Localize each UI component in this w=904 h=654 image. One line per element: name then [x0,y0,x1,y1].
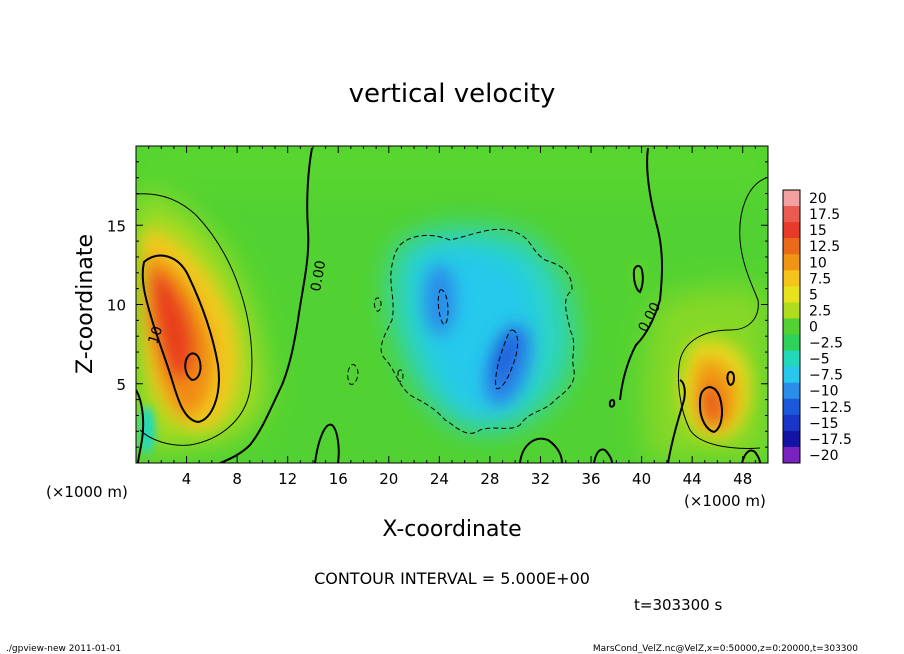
colorbar-swatch [783,302,800,319]
x-tick-label: 20 [379,470,398,488]
strong-updraft-contours [141,254,736,434]
y-tick-label: 10 [107,297,126,315]
colorbar-label: 2.5 [809,303,831,319]
colorbar-swatch [783,414,800,432]
x-unit-right: (×1000 m) [684,492,766,510]
chart-title: vertical velocity [349,79,556,109]
x-tick-label: 28 [480,470,499,488]
colorbar-swatch [783,190,800,207]
colorbar-swatch [783,382,800,400]
colorbar-label: −12.5 [809,400,852,416]
colorbar-label: −2.5 [809,336,843,352]
colorbar-swatch [783,350,800,368]
colorbar-swatch [783,254,800,271]
contour-interval: CONTOUR INTERVAL = 5.000E+00 [314,569,590,588]
colorbar-swatch [783,334,800,352]
colorbar-swatch [783,270,800,287]
x-tick-label: 32 [531,470,550,488]
zero-contours [136,147,761,463]
colorbar-label: 20 [809,191,827,207]
colorbar-label: −10 [809,384,839,400]
colorbar-label: 7.5 [809,271,831,287]
colorbar: 2017.51512.5107.552.50−2.5−5−7.5−10−12.5… [782,189,852,464]
colorbar-swatch [783,206,800,223]
time-label: t=303300 s [634,596,722,614]
y-axis-ticks: 5 10 15 [107,161,768,448]
colorbar-label: 15 [809,223,827,239]
x-axis-ticks: 4 8 12 16 20 24 28 32 36 40 44 48 [148,146,756,488]
colorbar-swatch [783,446,800,464]
downdraft-core [424,265,532,406]
colorbar-swatch [783,238,800,255]
colorbar-label: −15 [809,416,839,432]
footer-right: MarsCond_VelZ.nc@VelZ,x=0:50000,z=0:2000… [593,644,858,654]
colorbar-label: 10 [809,255,827,271]
x-tick-label: 24 [430,470,449,488]
colorbar-label: −7.5 [809,368,843,384]
x-axis-label: X-coordinate [382,517,521,542]
colorbar-swatch [783,286,800,303]
y-tick-label: 5 [116,376,126,394]
y-axis-label: Z-coordinate [73,234,98,374]
colorbar-label: −20 [809,448,839,464]
colorbar-label: 5 [809,287,818,303]
x-tick-label: 40 [632,470,651,488]
y-tick-label: 15 [107,217,126,235]
contour-label-ten: 10 [146,324,167,346]
x-tick-label: 36 [581,470,600,488]
colorbar-label: −5 [809,352,830,368]
colorbar-swatch [783,398,800,416]
footer-left: ./gpview-new 2011-01-01 [6,644,121,654]
colorbar-label: 0 [809,320,818,336]
x-tick-label: 12 [278,470,297,488]
x-unit-left: (×1000 m) [46,483,128,501]
field: 0.00 0.00 10 [136,146,768,463]
colorbar-frame [782,189,801,464]
x-tick-label: 48 [733,470,752,488]
colorbar-label: 17.5 [809,207,840,223]
negative-contours [347,228,575,434]
contour-label-zero-left: 0.00 [308,259,329,292]
colorbar-swatch [783,366,800,384]
colorbar-swatch [783,222,800,239]
x-tick-label: 8 [232,470,242,488]
colorbar-label: −17.5 [809,432,852,448]
x-tick-label: 44 [683,470,702,488]
colorbar-swatch [783,430,800,448]
x-tick-label: 4 [182,470,192,488]
colorbar-swatch [783,318,800,336]
positive-contours [136,177,767,449]
colorbar-label: 12.5 [809,239,840,255]
x-tick-label: 16 [329,470,348,488]
